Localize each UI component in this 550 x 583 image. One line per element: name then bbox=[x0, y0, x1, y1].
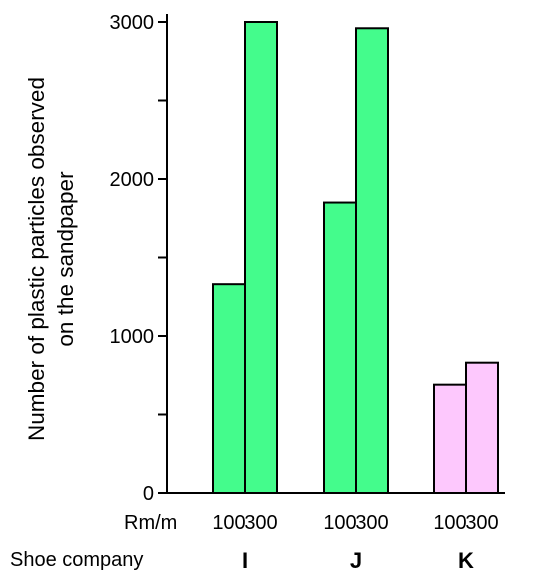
x-sub-label: 100 bbox=[323, 512, 356, 534]
bar-K-300 bbox=[465, 361, 499, 494]
x-sub-label: 100 bbox=[433, 512, 466, 534]
bar-I-100 bbox=[212, 283, 246, 494]
x-sub-label: 300 bbox=[465, 512, 498, 534]
bar-K-100 bbox=[433, 383, 467, 495]
group-label-I: I bbox=[242, 548, 248, 573]
y-tick-label: 2000 bbox=[110, 169, 155, 191]
y-tick-label: 1000 bbox=[110, 326, 155, 348]
group-label-K: K bbox=[458, 548, 474, 573]
rm-row-label: Rm/m bbox=[124, 512, 177, 534]
shoe-company-row-label: Shoe company bbox=[10, 549, 143, 571]
y-axis-title: Number of plastic particles observed on … bbox=[24, 77, 78, 441]
group-label-J: J bbox=[350, 548, 362, 573]
y-tick-label: 0 bbox=[143, 483, 154, 505]
y-axis-title-line-1: Number of plastic particles observed bbox=[24, 77, 49, 441]
bar-I-300 bbox=[244, 21, 278, 494]
y-tick-label: 3000 bbox=[110, 12, 155, 34]
x-sub-label: 100 bbox=[212, 512, 245, 534]
x-sub-label: 300 bbox=[244, 512, 277, 534]
y-axis-title-line-2: on the sandpaper bbox=[53, 171, 78, 347]
bar-J-300 bbox=[355, 27, 389, 495]
bars bbox=[212, 21, 499, 495]
x-sub-label: 300 bbox=[355, 512, 388, 534]
bar-J-100 bbox=[323, 201, 357, 495]
